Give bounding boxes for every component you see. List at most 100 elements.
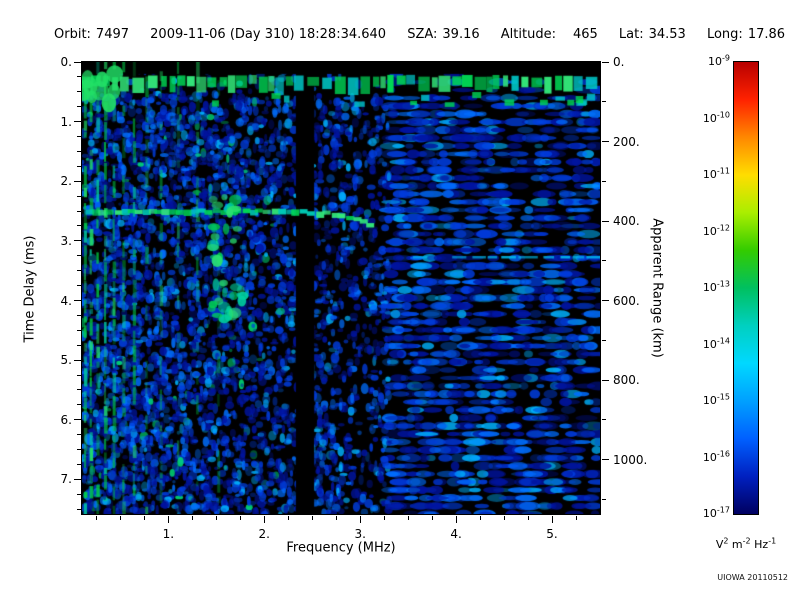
- y-axis-minor-tick: [77, 195, 81, 197]
- y2-axis-minor-tick: [602, 260, 606, 262]
- colorbar-exponent: -9: [722, 53, 730, 63]
- colorbar-tick-label: 10-12: [702, 222, 730, 238]
- altitude-label: Altitude:: [500, 27, 556, 42]
- x-axis-minor-tick: [95, 516, 97, 520]
- datetime-value: 2009-11-06 (Day 310) 18:28:34.640: [150, 27, 387, 42]
- orbit-field: Orbit: 7497: [54, 27, 129, 42]
- sza-field: SZA: 39.16: [407, 27, 479, 42]
- y-axis-minor-tick: [77, 255, 81, 257]
- lat-label: Lat:: [618, 27, 644, 42]
- x-axis-minor-tick: [383, 516, 385, 520]
- y-axis-minor-tick: [77, 91, 81, 93]
- y-axis-tick-label: 4.: [60, 293, 72, 308]
- altitude-value: 465: [572, 27, 598, 42]
- y-axis-tick-label: 5.: [60, 353, 72, 368]
- colorbar: [733, 61, 759, 515]
- x-axis-major-tick: [359, 516, 361, 523]
- colorbar-tick-label: 10-11: [702, 166, 730, 181]
- y2-axis-title: Apparent Range (km): [649, 218, 665, 358]
- y-axis-minor-tick: [77, 136, 81, 138]
- colorbar-exponent: -11: [716, 166, 730, 176]
- colorbar-exponent: -12: [716, 222, 730, 232]
- y-axis-minor-tick: [77, 464, 81, 465]
- x-axis-minor-tick: [287, 516, 289, 520]
- orbit-value: 7497: [95, 27, 130, 42]
- y2-axis-minor-tick: [602, 180, 606, 182]
- y-axis-minor-tick: [77, 449, 81, 451]
- y-axis-minor-tick: [77, 270, 81, 272]
- y2-axis-tick-label: 1000.: [613, 452, 648, 467]
- y-axis-minor-tick: [77, 508, 81, 510]
- y-axis-major-tick: [74, 121, 81, 123]
- y-axis-minor-tick: [77, 225, 81, 227]
- y-axis-major-tick: [74, 300, 81, 302]
- y-axis-major-tick: [74, 180, 81, 182]
- y-axis-minor-tick: [77, 314, 81, 316]
- colorbar-exponent: -17: [716, 505, 730, 515]
- y2-axis-minor-tick: [602, 339, 606, 341]
- y-axis-minor-tick: [77, 76, 81, 78]
- y2-axis-tick-label: 400.: [613, 214, 640, 228]
- x-axis-tick-label: 4.: [450, 527, 462, 541]
- y-axis-minor-tick: [77, 374, 81, 376]
- x-axis-major-tick: [263, 516, 265, 523]
- y-axis-minor-tick: [77, 434, 81, 436]
- lat-value: 34.53: [648, 27, 686, 42]
- y-axis-tick-label: 3.: [60, 233, 72, 248]
- colorbar-tick-label: 10-15: [702, 392, 730, 407]
- y2-axis-major-tick: [602, 379, 609, 381]
- credit-text: UIOWA 20110512: [717, 573, 788, 582]
- x-axis-minor-tick: [119, 516, 121, 520]
- y-axis-minor-tick: [77, 344, 81, 346]
- colorbar-tick-label: 10-17: [702, 505, 730, 520]
- y-axis-tick-label: 0.: [60, 55, 72, 69]
- y-axis-title: Time Delay (ms): [22, 235, 38, 343]
- colorbar-exponent: -15: [716, 392, 730, 402]
- unit-exponent: -2: [742, 536, 751, 546]
- x-axis-major-tick: [455, 516, 457, 523]
- y-axis-minor-tick: [77, 389, 81, 391]
- colorbar-exponent: -14: [716, 335, 730, 345]
- y2-axis-minor-tick: [602, 498, 606, 500]
- colorbar-exponent: -16: [716, 448, 730, 458]
- x-axis-title: Frequency (MHz): [286, 540, 396, 556]
- x-axis-minor-tick: [407, 516, 409, 520]
- x-axis-minor-tick: [503, 516, 505, 520]
- x-axis-minor-tick: [479, 516, 481, 520]
- y-axis-minor-tick: [77, 165, 81, 167]
- colorbar-exponent: -13: [716, 279, 730, 289]
- y-axis-minor-tick: [77, 285, 81, 287]
- y-axis-minor-tick: [77, 210, 81, 212]
- y2-axis-major-tick: [602, 141, 609, 142]
- x-axis-minor-tick: [527, 516, 529, 520]
- y-axis-major-tick: [74, 478, 81, 480]
- x-axis-minor-tick: [575, 516, 577, 520]
- y-axis-minor-tick: [77, 493, 81, 495]
- x-axis-major-tick: [551, 516, 553, 523]
- x-axis-minor-tick: [311, 516, 313, 520]
- y-axis-tick-label: 1.: [60, 114, 72, 129]
- long-value: 17.86: [747, 27, 786, 42]
- y2-axis-tick-label: 200.: [613, 134, 640, 149]
- spectrogram-canvas: [81, 61, 601, 515]
- y-axis-minor-tick: [77, 404, 81, 406]
- x-axis-minor-tick: [143, 516, 145, 520]
- y2-axis-tick-label: 0.: [613, 55, 625, 69]
- x-axis-minor-tick: [335, 516, 337, 520]
- y-axis-minor-tick: [77, 106, 81, 108]
- y-axis-tick-label: 6.: [60, 412, 72, 427]
- y-axis-tick-label: 2.: [60, 174, 72, 189]
- altitude-field: Altitude: 465: [501, 27, 598, 42]
- lat-field: Lat: 34.53: [619, 27, 686, 42]
- y-axis-tick-label: 7.: [60, 472, 72, 487]
- x-axis-minor-tick: [431, 516, 433, 520]
- colorbar-units-label: V2 m-2 Hz-1: [715, 536, 777, 551]
- header-info: Orbit: 7497 2009-11-06 (Day 310) 18:28:34…: [54, 27, 800, 42]
- y-axis-major-tick: [74, 61, 81, 63]
- orbit-label: Orbit:: [54, 27, 91, 42]
- x-axis-major-tick: [167, 516, 169, 523]
- y2-axis-major-tick: [602, 61, 609, 63]
- long-label: Long:: [706, 27, 743, 42]
- y2-axis-minor-tick: [602, 419, 606, 421]
